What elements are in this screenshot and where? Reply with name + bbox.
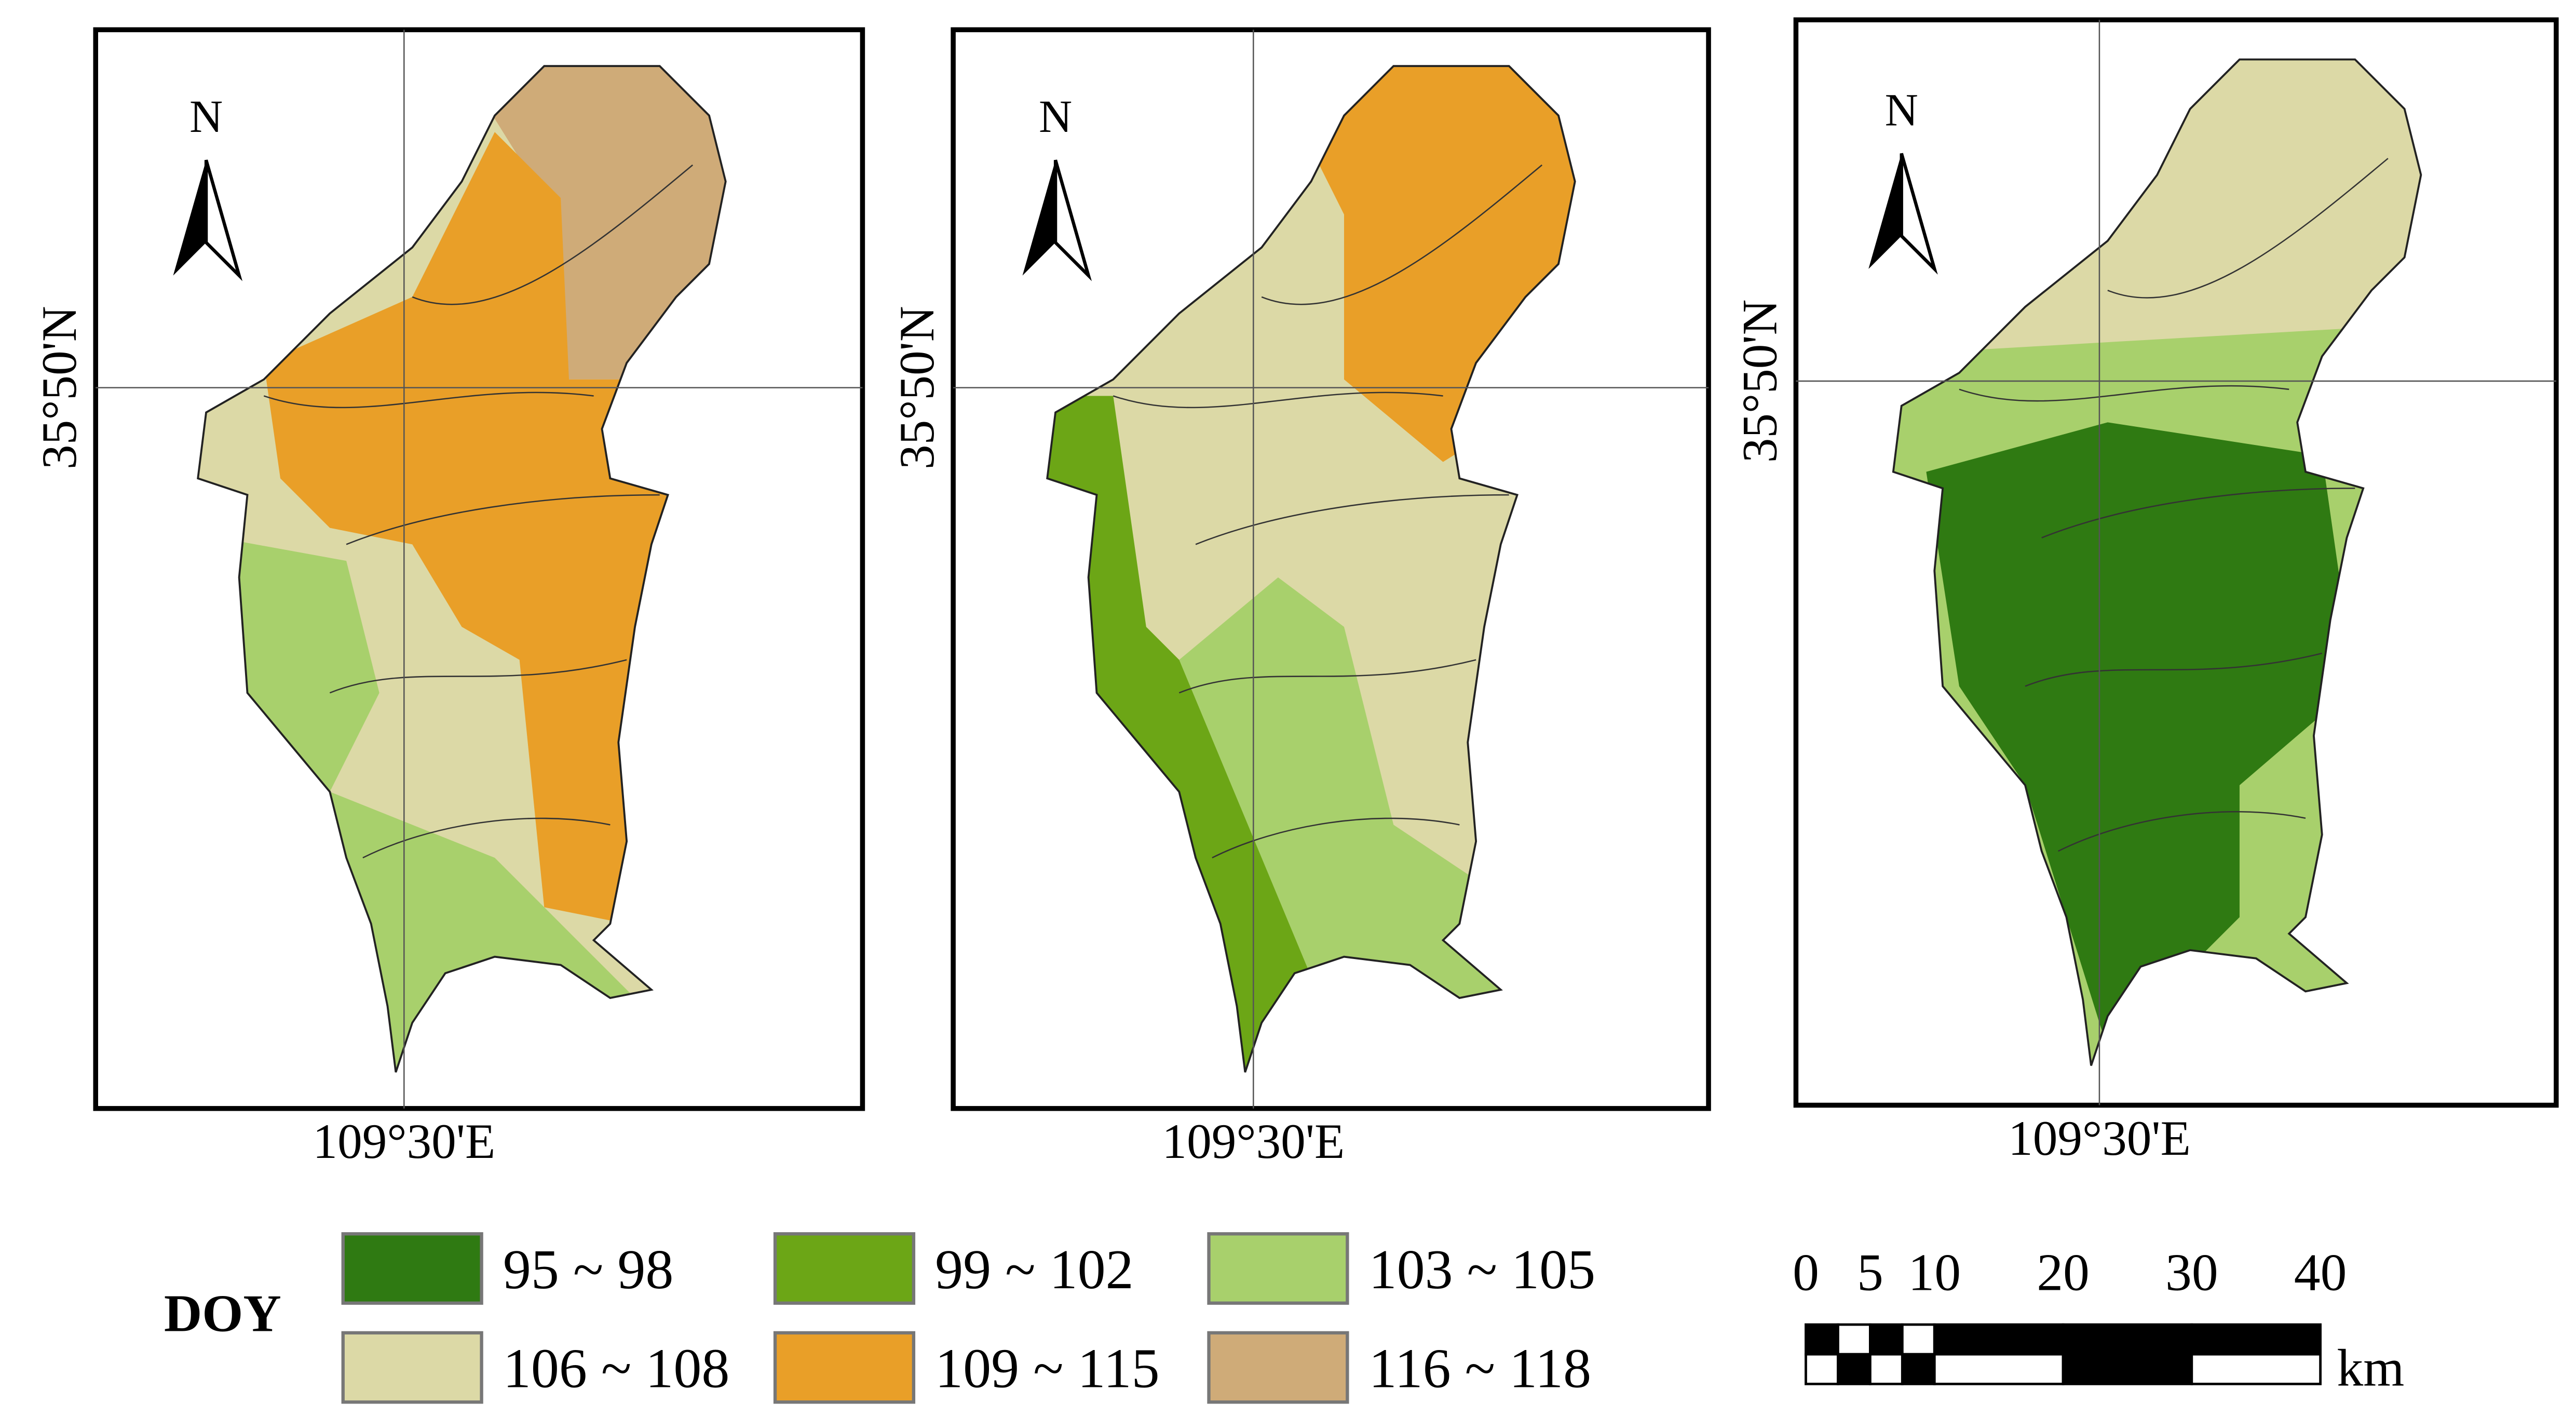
north-arrow <box>204 159 243 281</box>
scale-segment <box>1933 1353 2065 1385</box>
doy-zone <box>1179 577 1509 1056</box>
legend-swatch <box>773 1232 916 1305</box>
boundary <box>197 65 727 1073</box>
longitude-label: 109°30'E <box>1162 1114 1345 1169</box>
latitude-label: 35°50'N <box>32 306 87 469</box>
map-panel: 35°50'N 109°30'E N <box>889 27 1711 1169</box>
scale-segment <box>2062 1323 2193 1356</box>
scale-tick-label: 20 <box>2037 1243 2090 1301</box>
scale-bar: 0 5 10 20 30 40 km <box>1793 1243 2404 1397</box>
boundary <box>1046 65 1576 1073</box>
scale-tick-label: 40 <box>2294 1243 2347 1301</box>
scale-segment <box>1805 1353 1839 1385</box>
legend-label: 106 ~ 108 <box>503 1338 729 1400</box>
latitude-label: 35°50'N <box>1732 300 1787 463</box>
north-arrow <box>1053 159 1092 281</box>
doy-zone <box>264 132 676 924</box>
scale-segment <box>2062 1353 2193 1385</box>
legend-swatch <box>341 1232 483 1305</box>
scale-tick-label: 10 <box>1908 1243 1961 1301</box>
north-label: N <box>189 91 223 142</box>
scale-segment <box>1901 1323 1936 1356</box>
north-arrow <box>1022 160 1056 276</box>
scale-segment <box>1837 1353 1872 1385</box>
scale-unit: km <box>2337 1339 2404 1397</box>
scale-segment <box>1901 1353 1936 1385</box>
north-arrow <box>173 160 207 276</box>
north-arrow <box>1868 153 1902 269</box>
scale-tick-label: 30 <box>2165 1243 2218 1301</box>
latitude-label: 35°50'N <box>889 306 944 469</box>
map-panel: 35°50'N 109°30'E N <box>32 27 865 1169</box>
scale-segment <box>1837 1323 1872 1356</box>
legend-label: 99 ~ 102 <box>935 1239 1133 1301</box>
scale-segment <box>2190 1353 2322 1385</box>
north-label: N <box>1039 91 1072 142</box>
legend-swatch <box>1207 1232 1349 1305</box>
legend-swatch <box>773 1331 916 1404</box>
legend-title: DOY <box>164 1284 281 1343</box>
river <box>1113 164 1543 859</box>
north-label: N <box>1885 85 1918 136</box>
scale-segment <box>1933 1323 2065 1356</box>
longitude-label: 109°30'E <box>313 1114 495 1169</box>
map-panel: 35°50'N 109°30'E N <box>1732 17 2559 1166</box>
legend-swatch <box>1207 1331 1349 1404</box>
river <box>1959 158 2389 852</box>
legend-label: 103 ~ 105 <box>1369 1239 1595 1301</box>
scale-segment <box>2190 1323 2322 1356</box>
legend-label: 116 ~ 118 <box>1369 1338 1591 1400</box>
legend-label: 95 ~ 98 <box>503 1239 673 1301</box>
legend-swatch <box>341 1331 483 1404</box>
legend-label: 109 ~ 115 <box>935 1338 1159 1400</box>
river <box>263 164 694 859</box>
boundary <box>1892 58 2422 1066</box>
scale-tick-label: 5 <box>1857 1243 1883 1301</box>
north-arrow <box>1900 153 1938 275</box>
scale-segment <box>1868 1323 1904 1356</box>
longitude-label: 109°30'E <box>2008 1111 2191 1166</box>
legend: DOY 95 ~ 98 99 ~ 102 103 ~ 105 106 ~ 108 109 … <box>164 1232 1595 1404</box>
scale-segment <box>1805 1323 1839 1356</box>
scale-segment <box>1868 1353 1904 1385</box>
scale-tick-label: 0 <box>1793 1243 1819 1301</box>
doy-zone <box>1926 422 2355 1049</box>
